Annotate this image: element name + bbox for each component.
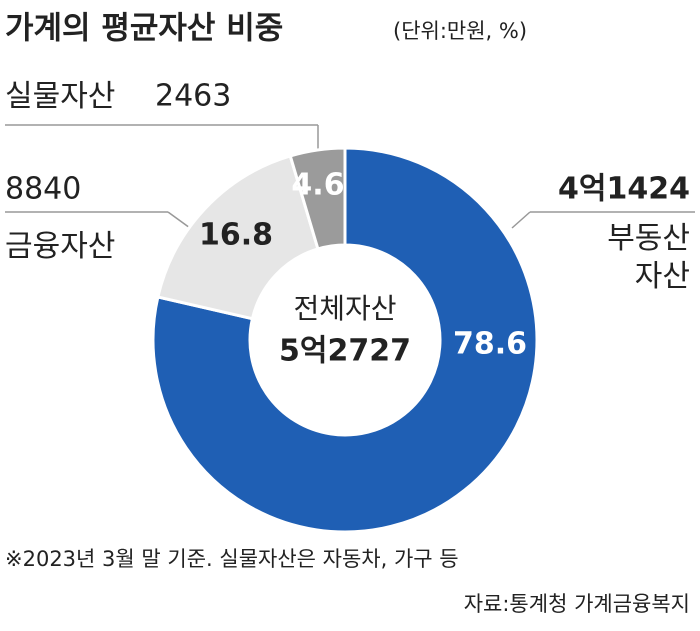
pie-slice <box>156 154 320 321</box>
value-label: 78.6 <box>453 327 527 362</box>
value-label: 16.8 <box>199 218 273 253</box>
center-value: 5억2727 <box>279 334 411 369</box>
chart-title: 가계의 평균자산 비중 <box>5 11 283 47</box>
pie-slice <box>288 146 347 251</box>
leader-line <box>511 211 531 229</box>
footnote: ※2023년 3월 말 기준. 실물자산은 자동차, 가구 등 <box>5 547 459 571</box>
value-label: 4.6 <box>291 168 344 203</box>
chart-subtitle: (단위:만원, %) <box>393 19 527 43</box>
leader-line <box>167 211 191 229</box>
legend-label: 금융자산 <box>5 229 116 264</box>
center-label: 전체자산 <box>293 292 396 325</box>
pie-slice <box>151 146 539 534</box>
source: 자료:통계청 가계금융복지 <box>464 592 690 616</box>
amount-label: 2463 <box>155 79 231 114</box>
amount-label: 4억1424 <box>558 172 690 207</box>
legend-label: 실물자산 <box>5 79 116 114</box>
legend-label: 부동산 자산 <box>607 221 690 294</box>
amount-label: 8840 <box>5 172 81 207</box>
